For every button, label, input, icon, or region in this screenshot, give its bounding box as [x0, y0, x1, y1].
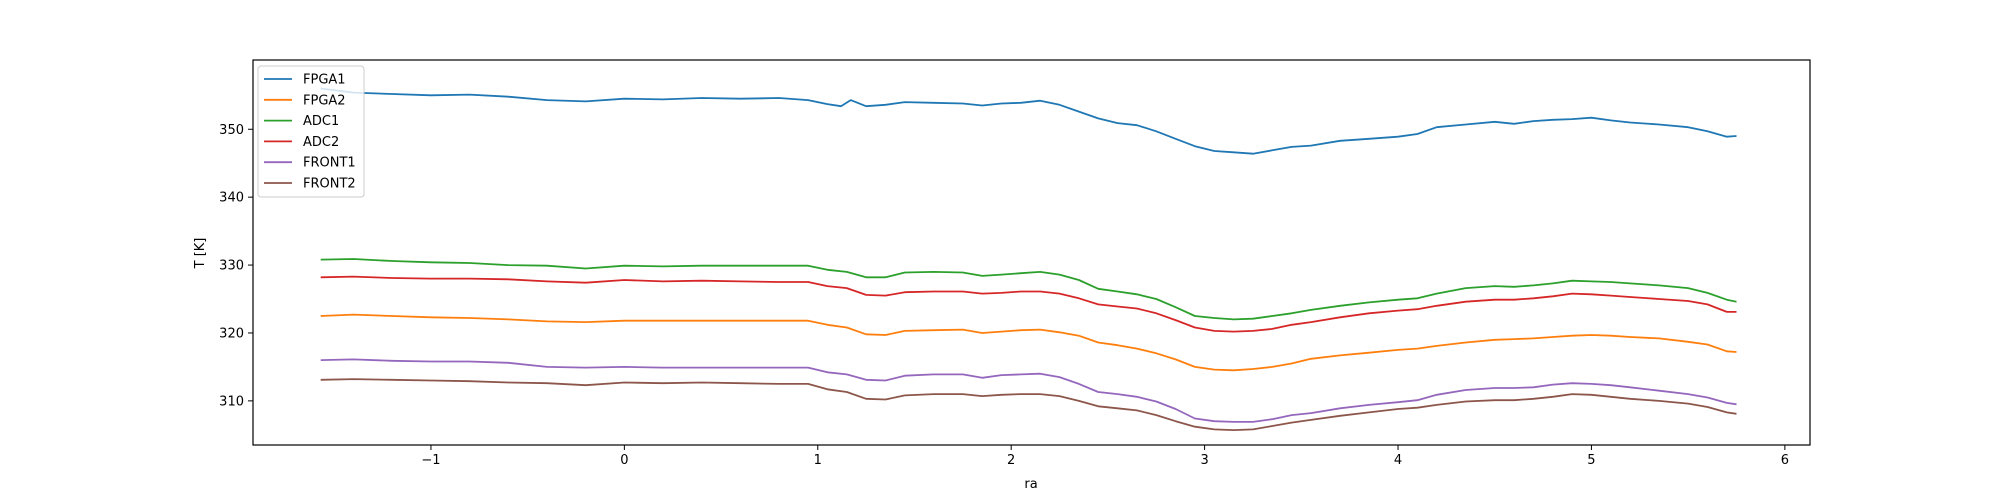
legend-label-front2: FRONT2 — [303, 177, 356, 192]
x-tick-label: 4 — [1394, 453, 1402, 468]
x-tick-label: 1 — [814, 453, 822, 468]
legend-label-fpga2: FPGA2 — [303, 93, 346, 108]
series-line-front1 — [320, 358, 1737, 423]
x-tick-label: 0 — [620, 453, 628, 468]
x-tick-label: 6 — [1781, 453, 1789, 468]
x-tick-label: 3 — [1200, 453, 1208, 468]
y-tick-label: 320 — [219, 326, 244, 341]
y-tick-label: 350 — [219, 123, 244, 138]
plot-area-frame — [252, 59, 1811, 446]
series-line-adc2 — [320, 275, 1737, 333]
legend: FPGA1 FPGA2 ADC1 ADC2 FRONT1 FRONT2 — [257, 65, 365, 198]
x-tick-label: −1 — [421, 453, 440, 468]
y-axis-label: T [K] — [193, 238, 208, 270]
x-tick-label: 2 — [1007, 453, 1015, 468]
y-tick-label: 340 — [219, 191, 244, 206]
legend-label-fpga1: FPGA1 — [303, 73, 346, 88]
legend-label-adc1: ADC1 — [303, 114, 339, 129]
x-axis-ticks: −1 0 1 2 3 4 5 6 — [421, 445, 1789, 468]
series-line-fpga1 — [320, 87, 1737, 155]
y-tick-label: 330 — [219, 259, 244, 274]
x-axis-label: ra — [1024, 477, 1037, 492]
series-line-adc1 — [320, 258, 1737, 321]
legend-box — [257, 65, 365, 198]
y-tick-label: 310 — [219, 394, 244, 409]
series-layer — [320, 87, 1737, 432]
series-line-front2 — [320, 378, 1737, 432]
y-axis-ticks: 310 320 330 340 350 — [219, 123, 253, 409]
legend-label-front1: FRONT1 — [303, 156, 356, 171]
x-tick-label: 5 — [1587, 453, 1595, 468]
legend-label-adc2: ADC2 — [303, 135, 339, 150]
series-line-fpga2 — [320, 313, 1737, 372]
